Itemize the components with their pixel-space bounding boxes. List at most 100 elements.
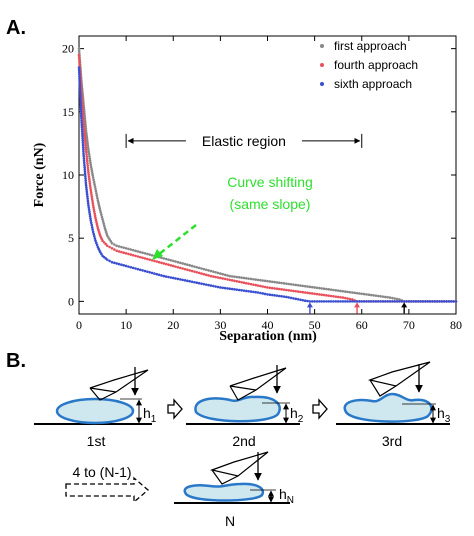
data-point (93, 237, 97, 240)
data-point (89, 188, 93, 192)
data-point (79, 99, 82, 102)
data-point (157, 273, 161, 277)
data-point (221, 286, 225, 290)
data-point (92, 206, 95, 209)
data-point (90, 197, 94, 201)
data-point (219, 272, 222, 275)
data-point (362, 292, 366, 296)
data-point (88, 214, 92, 218)
data-point (188, 269, 192, 272)
data-point (94, 187, 97, 191)
data-point (78, 81, 82, 85)
data-point (280, 281, 283, 285)
data-point (327, 300, 331, 303)
data-point (353, 291, 356, 295)
y-tick-label: 10 (62, 168, 74, 182)
data-point (207, 283, 210, 287)
data-point (367, 300, 371, 303)
data-point (80, 123, 84, 127)
data-point (179, 266, 182, 270)
data-point (129, 265, 133, 269)
data-point (91, 172, 94, 175)
data-point (204, 268, 208, 272)
data-point (124, 246, 128, 250)
data-point (92, 232, 96, 236)
data-point (82, 159, 86, 162)
data-point (93, 214, 97, 218)
data-point (84, 174, 87, 178)
data-point (102, 222, 106, 225)
data-point (242, 289, 246, 292)
data-point (183, 262, 187, 266)
data-point (242, 281, 246, 285)
data-point (452, 300, 455, 303)
data-point (95, 220, 98, 224)
data-point (315, 286, 319, 290)
data-point (376, 300, 380, 303)
data-point (256, 291, 260, 294)
data-point (148, 271, 151, 274)
data-point (100, 252, 103, 256)
data-point (87, 152, 91, 156)
data-point (88, 210, 91, 214)
data-point (275, 287, 279, 291)
data-point (221, 277, 225, 280)
data-point (155, 272, 159, 276)
data-point (294, 283, 298, 287)
data-point (230, 275, 234, 278)
data-point (343, 296, 347, 300)
data-point (82, 152, 85, 156)
data-point (131, 266, 135, 270)
data-point (148, 258, 151, 261)
data-point (223, 277, 227, 281)
data-point (90, 226, 94, 229)
series-3 (77, 66, 458, 303)
data-point (221, 272, 225, 276)
data-point (160, 256, 163, 260)
data-point (273, 280, 276, 284)
data-point (310, 300, 314, 303)
cantilever-3 (367, 361, 431, 397)
data-point (360, 292, 364, 296)
data-point (197, 281, 201, 285)
data-point (122, 251, 126, 255)
data-point (228, 287, 232, 291)
curve-shift-line2: (same slope) (230, 196, 311, 212)
data-point (79, 101, 82, 105)
data-point (426, 300, 430, 303)
data-point (83, 140, 87, 143)
data-point (105, 244, 109, 248)
data-point (136, 250, 140, 253)
curve-shift-line1: Curve shifting (227, 174, 313, 190)
data-point (214, 285, 217, 288)
data-point (141, 256, 144, 260)
data-point (247, 282, 250, 285)
step-arrow-1 (167, 398, 183, 420)
data-point (82, 161, 86, 165)
data-point (171, 264, 175, 268)
data-point (405, 300, 408, 303)
data-point (200, 267, 203, 270)
data-point (188, 264, 192, 267)
data-point (77, 49, 81, 53)
data-point (296, 283, 300, 287)
data-point (153, 272, 156, 275)
data-point (171, 276, 175, 280)
data-point (94, 216, 97, 220)
data-point (400, 300, 404, 303)
data-point (78, 62, 81, 66)
data-point (90, 169, 94, 173)
data-point (193, 265, 196, 268)
data-point (299, 290, 302, 294)
data-point (395, 297, 399, 301)
data-point (95, 194, 99, 198)
step-2: h2 2nd (186, 365, 304, 449)
data-point (105, 234, 109, 237)
data-point (414, 300, 418, 303)
data-point (395, 300, 399, 303)
data-point (92, 178, 95, 182)
data-point (273, 287, 276, 290)
data-point (80, 119, 83, 122)
data-point (78, 75, 81, 78)
cell-3 (343, 392, 433, 423)
